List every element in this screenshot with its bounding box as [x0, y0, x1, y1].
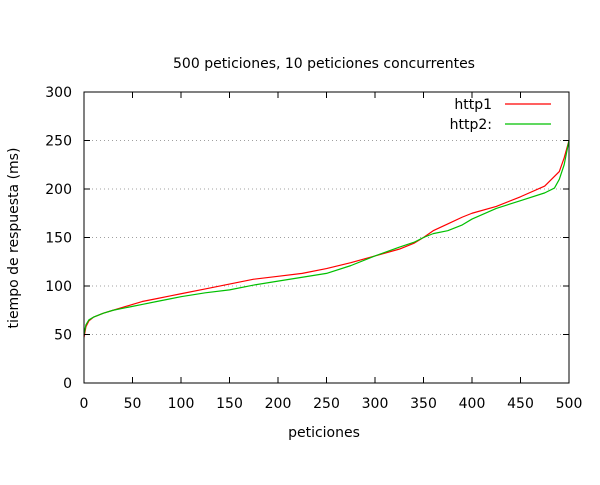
y-tick-label: 300: [45, 85, 72, 101]
y-tick-label: 100: [45, 279, 72, 295]
x-tick-label: 300: [362, 396, 389, 412]
chart-title: 500 peticiones, 10 peticiones concurrent…: [173, 56, 475, 72]
x-tick-label: 150: [216, 396, 243, 412]
x-tick-label: 100: [168, 396, 195, 412]
series-line-1: [83, 140, 570, 335]
x-tick-label: 400: [459, 396, 486, 412]
x-tick-label: 250: [313, 396, 340, 412]
legend: http1 http2:: [450, 97, 551, 133]
gridlines: [84, 140, 569, 335]
y-tick-label: 200: [45, 182, 72, 198]
legend-label: http1: [454, 97, 492, 113]
x-tick-label: 50: [124, 396, 142, 412]
y-tick-label: 150: [45, 231, 72, 247]
y-tick-label: 250: [45, 134, 72, 150]
x-tick-label: 350: [410, 396, 437, 412]
series-line-0: [83, 140, 570, 338]
y-axis-title: tiempo de respuesta (ms): [6, 148, 22, 329]
x-axis-title: peticiones: [288, 425, 360, 441]
x-tick-label: 0: [80, 396, 89, 412]
x-tick-label: 450: [507, 396, 534, 412]
y-tick-label: 0: [63, 376, 72, 392]
x-tick-label: 200: [265, 396, 292, 412]
legend-label: http2:: [450, 117, 492, 133]
y-tick-label: 50: [54, 328, 72, 344]
x-tick-label: 500: [556, 396, 583, 412]
axis-ticks: 0 50 100 150 200 250 300 0 50 100 150 200 250 300 350 4…: [45, 85, 582, 412]
series-group: [83, 140, 570, 338]
